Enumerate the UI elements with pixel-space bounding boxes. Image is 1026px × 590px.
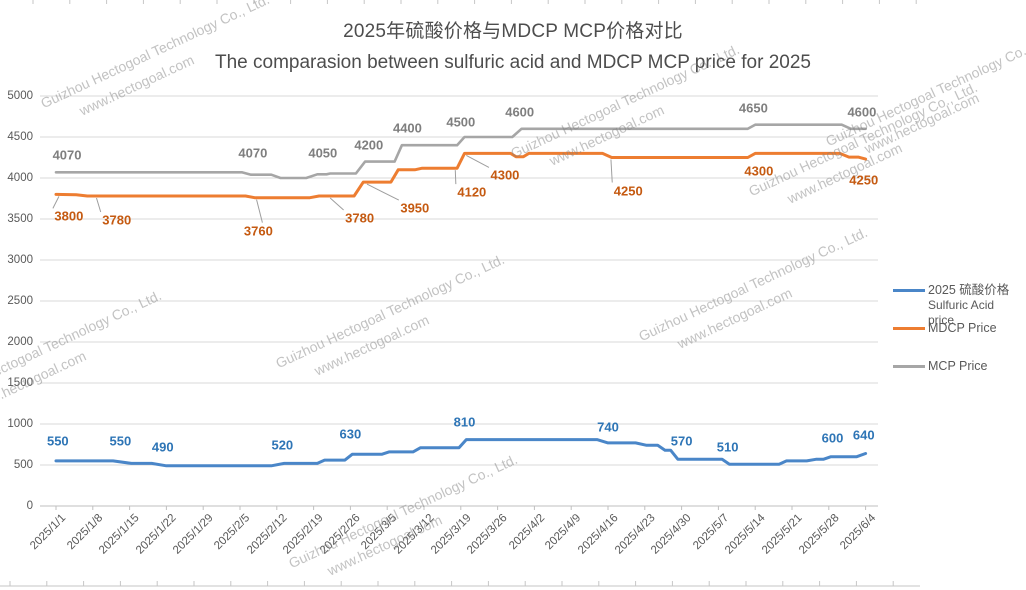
legend-label-sulfuric-en: Sulfuric Acid price [928,298,995,327]
series-line-mcp [54,123,867,180]
label-leader-line [610,159,613,183]
data-label-sulfuric: 550 [46,433,69,449]
data-label-mcp: 4200 [354,137,384,153]
y-tick-label: 1000 [7,417,33,430]
label-leader-line [366,183,400,201]
series-line-sulfuric [54,438,868,468]
data-label-mcp: 4500 [446,114,476,130]
y-tick-label: 5000 [7,89,33,102]
data-label-mcp: 4050 [308,145,338,161]
data-label-mdcp: 4120 [457,184,487,200]
legend-swatch-mdcp [893,327,925,330]
y-tick-label: 2000 [7,335,33,348]
y-tick-label: 2500 [7,294,33,307]
label-leader-line [454,170,457,185]
legend-label-mcp: MCP Price [928,359,988,373]
data-label-mdcp: 3760 [243,223,273,239]
label-leader-line [466,154,490,168]
data-label-mcp: 4600 [505,104,535,120]
series-line-mdcp [54,151,868,200]
data-label-mdcp: 4300 [490,167,520,183]
data-label-mdcp: 3780 [345,210,375,226]
data-label-mdcp: 4250 [849,172,879,187]
data-label-mdcp: 3780 [102,212,132,228]
data-label-sulfuric: 740 [597,419,619,435]
data-label-sulfuric: 640 [852,427,875,443]
data-label-mdcp: 3800 [54,208,84,224]
chart-subtitle: The comparasion between sulfuric acid an… [215,52,811,73]
legend-label-sulfuric: 2025 硫酸价格 [928,283,1010,297]
legend-item-sulfuric: 2025 硫酸价格 Sulfuric Acid price [893,283,1023,328]
legend-swatch-sulfuric [893,289,925,292]
data-label-sulfuric: 810 [453,414,476,430]
y-tick-label: 3500 [7,212,33,225]
chart-title: 2025年硫酸价格与MDCP MCP价格对比 [343,21,683,42]
y-tick-label: 4000 [7,171,33,184]
data-label-mcp: 4070 [238,145,268,161]
data-label-sulfuric: 510 [716,439,739,455]
data-label-sulfuric: 630 [339,426,362,442]
data-label-sulfuric: 600 [821,430,844,446]
data-label-mdcp: 4300 [744,163,774,179]
data-label-mcp: 4400 [392,120,422,136]
legend-item-mcp: MCP Price [893,359,988,374]
data-label-sulfuric: 550 [109,433,132,449]
y-tick-label: 0 [26,499,33,512]
label-leader-line [52,196,60,209]
data-label-mdcp: 3950 [400,200,430,216]
label-leader-line [329,197,344,211]
y-tick-label: 500 [13,458,33,471]
legend-label-mdcp: MDCP Price [928,321,997,335]
data-label-mcp: 4070 [52,147,82,163]
data-label-sulfuric: 490 [151,439,174,455]
data-label-mdcp: 4250 [613,183,643,198]
data-label-sulfuric: 520 [271,437,294,453]
y-tick-label: 4500 [7,130,33,143]
legend-item-mdcp: MDCP Price [893,321,997,336]
data-label-sulfuric: 570 [670,433,693,449]
y-tick-label: 3000 [7,253,33,266]
legend-swatch-mcp [893,365,925,368]
data-label-mcp: 4650 [738,100,768,116]
y-tick-label: 1500 [7,376,33,389]
data-label-mcp: 4600 [847,104,877,120]
label-leader-line [256,199,263,223]
label-leader-line [96,197,102,213]
